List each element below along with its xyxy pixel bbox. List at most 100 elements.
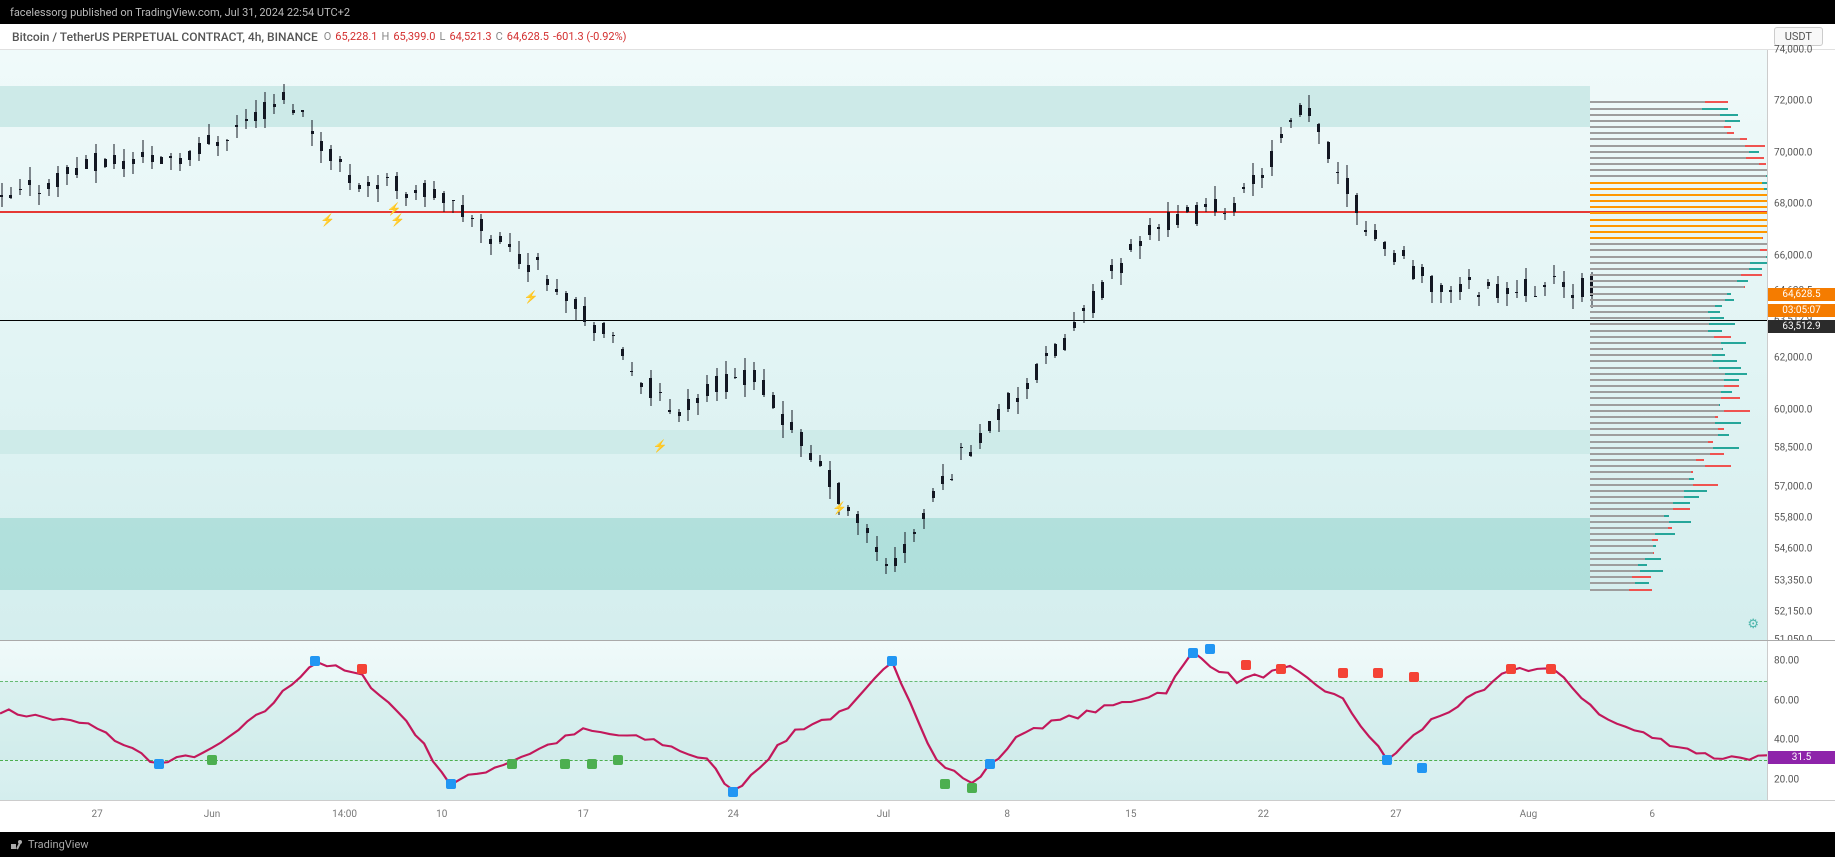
candle	[715, 50, 718, 640]
volume-profile-bar	[1590, 564, 1638, 566]
candle	[1176, 50, 1179, 640]
volume-profile-bar	[1590, 484, 1693, 486]
candle	[753, 50, 756, 640]
y-tick-label: 74,000.0	[1774, 45, 1812, 56]
candle	[292, 50, 295, 640]
y-tick-label: 54,600.0	[1774, 543, 1812, 554]
candle	[348, 50, 351, 640]
rsi-y-tick: 20.00	[1774, 775, 1799, 786]
volume-profile-bar	[1590, 533, 1654, 535]
candle	[866, 50, 869, 640]
volume-profile-bar	[1590, 274, 1741, 276]
candle	[1553, 50, 1556, 640]
candle	[960, 50, 963, 640]
y-tick-label: 72,000.0	[1774, 96, 1812, 107]
volume-profile-bar	[1590, 397, 1721, 399]
candle	[527, 50, 530, 640]
volume-profile-bar	[1590, 434, 1717, 436]
candle	[113, 50, 116, 640]
candle	[885, 50, 888, 640]
rsi-marker-green	[560, 759, 570, 769]
candle	[226, 50, 229, 640]
time-tick: 27	[1390, 809, 1401, 820]
volume-profile-bar	[1590, 256, 1766, 258]
candle	[56, 50, 59, 640]
volume-profile-bar	[1590, 471, 1691, 473]
candle	[480, 50, 483, 640]
volume-profile-bar	[1590, 237, 1762, 239]
rsi-y-axis[interactable]: 80.0060.0040.0020.0031.5	[1767, 641, 1835, 800]
candle	[282, 50, 285, 640]
candle	[593, 50, 596, 640]
footer-brand[interactable]: TradingView	[28, 838, 89, 851]
candle	[1233, 50, 1236, 640]
candle	[903, 50, 906, 640]
time-axis[interactable]: 27Jun14:00101724Jul8152227Aug6	[0, 800, 1835, 832]
candle	[104, 50, 107, 640]
rsi-marker-red	[1338, 668, 1348, 678]
candle	[809, 50, 812, 640]
candle	[433, 50, 436, 640]
price-pane[interactable]: ⚙ 72144.067722.653329.5⚡⚡⚡⚡⚡⚡ 74,000.072…	[0, 50, 1835, 640]
volume-profile-bar	[1590, 582, 1634, 584]
rsi-marker-blue	[310, 656, 320, 666]
candle	[1374, 50, 1377, 640]
volume-profile-bar	[1590, 311, 1707, 313]
candle	[1402, 50, 1405, 640]
volume-profile-bar	[1590, 589, 1629, 591]
publish-banner: facelessorg published on TradingView.com…	[0, 0, 1835, 24]
candle	[94, 50, 97, 640]
candle	[1214, 50, 1217, 640]
candle	[574, 50, 577, 640]
legend-row: Bitcoin / TetherUS PERPETUAL CONTRACT, 4…	[0, 24, 1835, 50]
candle	[997, 50, 1000, 640]
rsi-marker-blue	[887, 656, 897, 666]
candle	[0, 50, 3, 640]
volume-profile-bar	[1590, 410, 1724, 412]
rsi-pane[interactable]: 80.0060.0040.0020.0031.5	[0, 640, 1835, 800]
candle	[1120, 50, 1123, 640]
candle	[358, 50, 361, 640]
candle	[1571, 50, 1574, 640]
settings-icon[interactable]: ⚙	[1747, 617, 1759, 632]
time-tick: 17	[577, 809, 588, 820]
price-canvas[interactable]: ⚙ 72144.067722.653329.5⚡⚡⚡⚡⚡⚡	[0, 50, 1767, 640]
candle	[452, 50, 455, 640]
currency-button[interactable]: USDT	[1774, 27, 1823, 46]
candle	[1054, 50, 1057, 640]
candle	[1459, 50, 1462, 640]
rsi-marker-blue	[446, 779, 456, 789]
rsi-marker-red	[1373, 668, 1383, 678]
candle	[471, 50, 474, 640]
candle	[301, 50, 304, 640]
candle	[1252, 50, 1255, 640]
volume-profile-bar	[1590, 508, 1672, 510]
rsi-marker-blue	[1382, 755, 1392, 765]
candle	[762, 50, 765, 640]
candle	[913, 50, 916, 640]
rsi-canvas[interactable]	[0, 641, 1767, 800]
candle	[1186, 50, 1189, 640]
candle	[1515, 50, 1518, 640]
candle	[1346, 50, 1349, 640]
volume-profile-bar	[1590, 360, 1713, 362]
candle	[668, 50, 671, 640]
candle	[499, 50, 502, 640]
volume-profile-bar	[1590, 151, 1749, 153]
volume-profile-bar	[1590, 317, 1710, 319]
candle	[1487, 50, 1490, 640]
candle	[9, 50, 12, 640]
rsi-line	[0, 652, 1767, 790]
rsi-marker-green	[587, 759, 597, 769]
y-tick-label: 52,150.0	[1774, 606, 1812, 617]
volume-profile-bar	[1590, 188, 1764, 190]
price-y-axis[interactable]: 74,000.072,000.070,000.068,000.066,000.0…	[1767, 50, 1835, 640]
time-tick: Jul	[877, 809, 890, 820]
volume-profile-bar	[1590, 206, 1767, 208]
volume-profile-bar	[1590, 108, 1702, 110]
symbol-title[interactable]: Bitcoin / TetherUS PERPETUAL CONTRACT, 4…	[12, 30, 318, 44]
price-zone	[0, 430, 1590, 453]
volume-profile-bar	[1590, 570, 1640, 572]
y-tick-label: 58,500.0	[1774, 443, 1812, 454]
rsi-marker-green	[613, 755, 623, 765]
